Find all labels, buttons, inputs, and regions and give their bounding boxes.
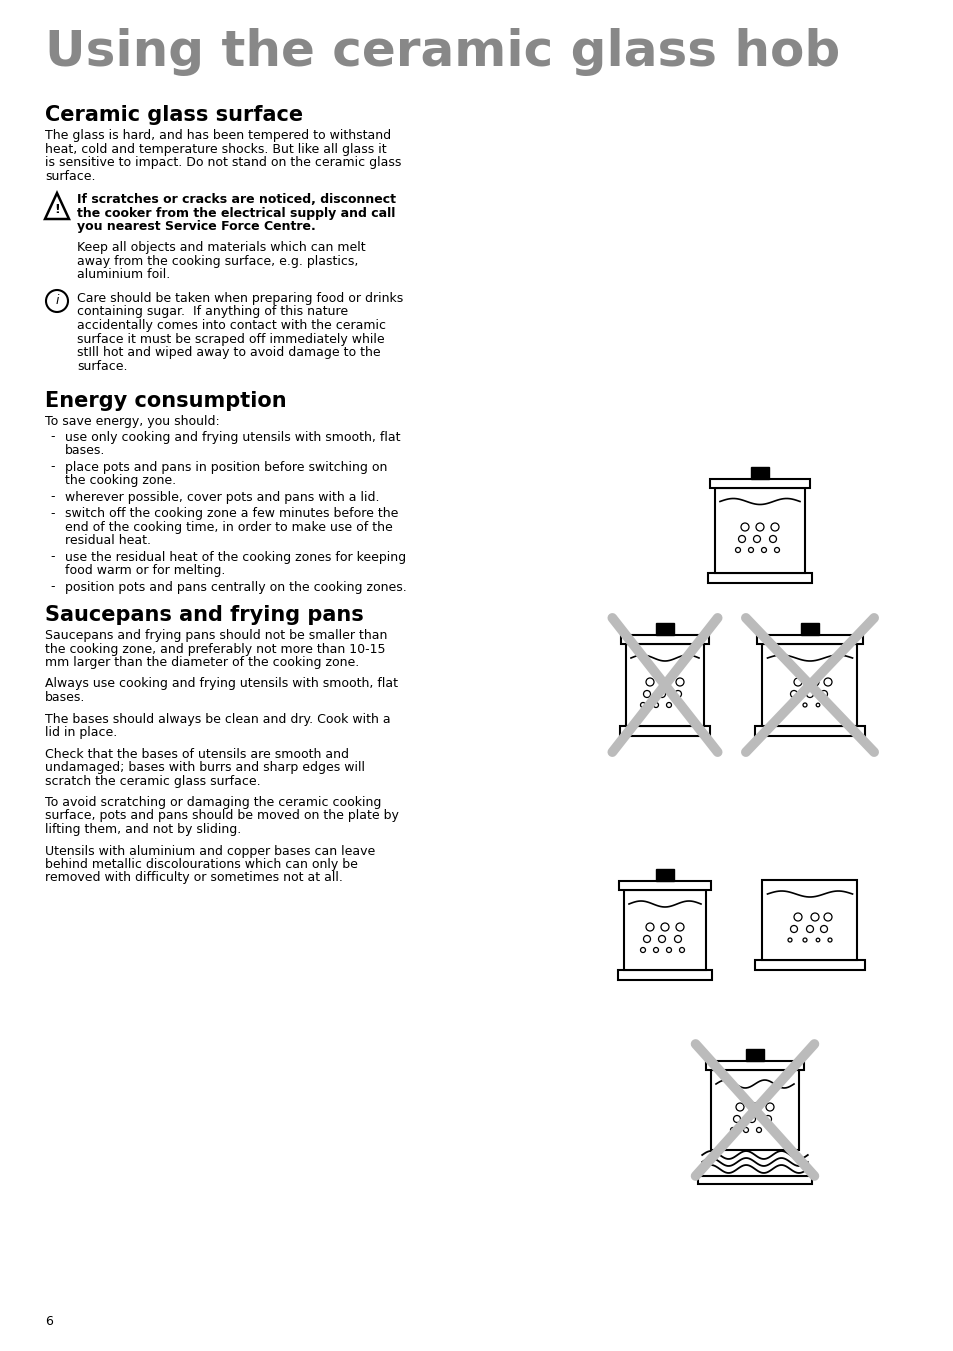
Text: -: - xyxy=(50,431,54,443)
Bar xyxy=(801,623,818,635)
Text: Using the ceramic glass hob: Using the ceramic glass hob xyxy=(45,28,840,76)
Bar xyxy=(618,970,711,979)
Bar xyxy=(750,466,768,478)
Text: use only cooking and frying utensils with smooth, flat: use only cooking and frying utensils wit… xyxy=(65,431,400,443)
Text: you nearest Service Force Centre.: you nearest Service Force Centre. xyxy=(77,220,315,232)
Text: aluminium foil.: aluminium foil. xyxy=(77,269,170,281)
Bar xyxy=(761,880,857,961)
Text: wherever possible, cover pots and pans with a lid.: wherever possible, cover pots and pans w… xyxy=(65,490,379,504)
Text: Keep all objects and materials which can melt: Keep all objects and materials which can… xyxy=(77,242,365,254)
Text: mm larger than the diameter of the cooking zone.: mm larger than the diameter of the cooki… xyxy=(45,657,359,669)
Text: scratch the ceramic glass surface.: scratch the ceramic glass surface. xyxy=(45,774,260,788)
Text: To save energy, you should:: To save energy, you should: xyxy=(45,415,219,428)
Text: containing sugar.  If anything of this nature: containing sugar. If anything of this na… xyxy=(77,305,348,319)
Bar xyxy=(756,635,862,644)
Text: bases.: bases. xyxy=(65,444,105,457)
Text: i: i xyxy=(55,295,59,308)
Bar xyxy=(761,644,857,725)
Text: -: - xyxy=(50,461,54,473)
Bar xyxy=(656,869,673,881)
Text: Check that the bases of utensils are smooth and: Check that the bases of utensils are smo… xyxy=(45,747,349,761)
Text: food warm or for melting.: food warm or for melting. xyxy=(65,563,225,577)
Text: surface it must be scraped off immediately while: surface it must be scraped off immediate… xyxy=(77,332,384,346)
Text: If scratches or cracks are noticed, disconnect: If scratches or cracks are noticed, disc… xyxy=(77,193,395,205)
Bar xyxy=(625,644,703,725)
Text: the cooker from the electrical supply and call: the cooker from the electrical supply an… xyxy=(77,207,395,219)
Text: Energy consumption: Energy consumption xyxy=(45,390,286,411)
Bar xyxy=(755,961,863,970)
Text: switch off the cooking zone a few minutes before the: switch off the cooking zone a few minute… xyxy=(65,507,398,520)
Text: bases.: bases. xyxy=(45,690,85,704)
Text: The glass is hard, and has been tempered to withstand: The glass is hard, and has been tempered… xyxy=(45,128,391,142)
Text: Ceramic glass surface: Ceramic glass surface xyxy=(45,105,303,126)
Text: residual heat.: residual heat. xyxy=(65,534,151,547)
Bar xyxy=(697,1175,811,1183)
Text: Always use cooking and frying utensils with smooth, flat: Always use cooking and frying utensils w… xyxy=(45,677,397,690)
Text: accidentally comes into contact with the ceramic: accidentally comes into contact with the… xyxy=(77,319,386,332)
Text: !: ! xyxy=(54,203,60,216)
Text: end of the cooking time, in order to make use of the: end of the cooking time, in order to mak… xyxy=(65,520,393,534)
Text: stIll hot and wiped away to avoid damage to the: stIll hot and wiped away to avoid damage… xyxy=(77,346,380,359)
Text: the cooking zone, and preferably not more than 10-15: the cooking zone, and preferably not mor… xyxy=(45,643,385,655)
Bar xyxy=(714,488,804,573)
Text: the cooking zone.: the cooking zone. xyxy=(65,474,176,486)
Text: -: - xyxy=(50,550,54,563)
Text: undamaged; bases with burrs and sharp edges will: undamaged; bases with burrs and sharp ed… xyxy=(45,761,365,774)
Text: lifting them, and not by sliding.: lifting them, and not by sliding. xyxy=(45,823,241,836)
Text: -: - xyxy=(50,490,54,504)
Text: place pots and pans in position before switching on: place pots and pans in position before s… xyxy=(65,461,387,473)
Text: lid in place.: lid in place. xyxy=(45,725,117,739)
Text: Care should be taken when preparing food or drinks: Care should be taken when preparing food… xyxy=(77,292,403,305)
Text: removed with difficulty or sometimes not at all.: removed with difficulty or sometimes not… xyxy=(45,871,342,885)
Text: heat, cold and temperature shocks. But like all glass it: heat, cold and temperature shocks. But l… xyxy=(45,142,386,155)
Bar xyxy=(619,725,709,736)
Text: surface.: surface. xyxy=(77,359,128,373)
Text: behind metallic discolourations which can only be: behind metallic discolourations which ca… xyxy=(45,858,357,871)
Text: -: - xyxy=(50,507,54,520)
Bar xyxy=(709,478,809,488)
Bar xyxy=(656,623,673,635)
Bar xyxy=(745,1048,763,1061)
Text: To avoid scratching or damaging the ceramic cooking: To avoid scratching or damaging the cera… xyxy=(45,796,381,809)
Text: away from the cooking surface, e.g. plastics,: away from the cooking surface, e.g. plas… xyxy=(77,255,358,267)
Bar xyxy=(705,1061,803,1070)
Bar xyxy=(707,573,811,582)
Text: Utensils with aluminium and copper bases can leave: Utensils with aluminium and copper bases… xyxy=(45,844,375,858)
Text: position pots and pans centrally on the cooking zones.: position pots and pans centrally on the … xyxy=(65,581,406,593)
Bar xyxy=(618,881,710,890)
Text: surface.: surface. xyxy=(45,169,95,182)
Text: surface, pots and pans should be moved on the plate by: surface, pots and pans should be moved o… xyxy=(45,809,398,823)
Text: use the residual heat of the cooking zones for keeping: use the residual heat of the cooking zon… xyxy=(65,550,406,563)
Bar xyxy=(620,635,708,644)
Bar xyxy=(623,890,705,970)
Bar xyxy=(710,1070,799,1150)
Text: Saucepans and frying pans: Saucepans and frying pans xyxy=(45,605,363,626)
Text: is sensitive to impact. Do not stand on the ceramic glass: is sensitive to impact. Do not stand on … xyxy=(45,155,401,169)
Text: The bases should always be clean and dry. Cook with a: The bases should always be clean and dry… xyxy=(45,712,390,725)
Text: Saucepans and frying pans should not be smaller than: Saucepans and frying pans should not be … xyxy=(45,630,387,642)
Text: 6: 6 xyxy=(45,1315,52,1328)
Bar xyxy=(755,725,863,736)
Text: -: - xyxy=(50,581,54,593)
